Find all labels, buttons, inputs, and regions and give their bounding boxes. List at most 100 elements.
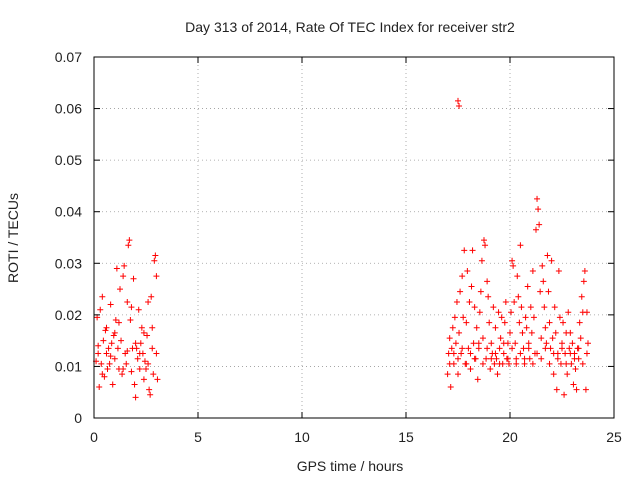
data-point xyxy=(498,314,505,321)
data-point xyxy=(557,360,564,367)
data-point xyxy=(446,360,453,367)
data-point xyxy=(500,350,507,357)
data-point xyxy=(541,304,548,311)
data-point xyxy=(516,319,523,326)
data-point xyxy=(509,257,516,264)
data-point xyxy=(132,340,139,347)
data-point xyxy=(497,335,504,342)
data-point xyxy=(484,278,491,285)
data-point xyxy=(528,329,535,336)
data-point xyxy=(94,314,101,321)
x-tick-label: 5 xyxy=(194,429,202,445)
data-point xyxy=(536,221,543,228)
data-point xyxy=(539,262,546,269)
data-point xyxy=(146,386,153,393)
data-point xyxy=(471,304,478,311)
data-point xyxy=(524,283,531,290)
data-point xyxy=(140,329,147,336)
data-point xyxy=(447,384,454,391)
data-point xyxy=(547,345,554,352)
data-point xyxy=(563,360,570,367)
data-point xyxy=(562,350,569,357)
y-tick-label: 0.02 xyxy=(55,307,82,323)
data-point xyxy=(500,340,507,347)
data-point xyxy=(583,309,590,316)
data-point xyxy=(124,298,131,305)
data-point xyxy=(537,288,544,295)
data-point xyxy=(518,304,525,311)
data-point xyxy=(457,288,464,295)
data-point xyxy=(550,350,557,357)
data-point xyxy=(105,345,112,352)
data-point xyxy=(150,371,157,378)
data-point xyxy=(521,355,528,362)
y-tick-label: 0.05 xyxy=(55,152,82,168)
data-point xyxy=(526,355,533,362)
x-axis-label: GPS time / hours xyxy=(297,458,404,474)
data-point xyxy=(458,350,465,357)
y-tick-label: 0.04 xyxy=(55,204,82,220)
data-point xyxy=(509,345,516,352)
data-point xyxy=(100,337,107,344)
data-point xyxy=(467,350,474,357)
data-point xyxy=(578,293,585,300)
data-point xyxy=(583,350,590,357)
data-point xyxy=(99,293,106,300)
data-point xyxy=(141,358,148,365)
data-point xyxy=(107,301,114,308)
axis-ticks xyxy=(93,56,615,419)
plot-frame xyxy=(93,56,615,419)
data-point xyxy=(542,324,549,331)
data-point xyxy=(517,350,524,357)
data-point xyxy=(110,332,117,339)
data-markers xyxy=(93,97,591,401)
data-point xyxy=(549,335,556,342)
data-point xyxy=(114,345,121,352)
data-point xyxy=(544,252,551,259)
data-point xyxy=(107,353,114,360)
data-point xyxy=(151,257,158,264)
data-point xyxy=(148,293,155,300)
data-point xyxy=(136,366,143,373)
data-point xyxy=(566,345,573,352)
data-point xyxy=(470,340,477,347)
data-point xyxy=(453,298,460,305)
data-point xyxy=(560,319,567,326)
data-point xyxy=(459,273,466,280)
data-point xyxy=(511,298,518,305)
data-point xyxy=(573,386,580,393)
data-point xyxy=(144,332,151,339)
data-point xyxy=(102,327,109,334)
data-point xyxy=(456,329,463,336)
data-point xyxy=(535,206,542,213)
data-point xyxy=(486,319,493,326)
data-point xyxy=(581,268,588,275)
data-point xyxy=(120,273,127,280)
data-point xyxy=(548,257,555,264)
data-point xyxy=(123,360,130,367)
data-point xyxy=(455,97,461,104)
data-point xyxy=(125,242,132,249)
data-point xyxy=(108,340,115,347)
data-point xyxy=(461,247,468,254)
data-point xyxy=(96,384,103,391)
x-tick-label: 15 xyxy=(398,429,414,445)
data-point xyxy=(534,350,541,357)
data-point xyxy=(534,195,541,202)
data-point xyxy=(106,360,113,367)
data-point xyxy=(488,340,495,347)
data-point xyxy=(494,371,501,378)
data-point xyxy=(465,345,472,352)
data-point xyxy=(449,324,456,331)
data-point xyxy=(479,335,486,342)
data-point xyxy=(117,286,123,293)
data-point xyxy=(521,360,528,367)
data-point xyxy=(484,345,491,352)
data-point xyxy=(582,386,589,393)
data-point xyxy=(145,298,152,305)
data-point xyxy=(474,376,481,383)
data-point xyxy=(115,319,122,326)
y-tick-label: 0.03 xyxy=(55,255,82,271)
data-point xyxy=(559,340,565,347)
data-point xyxy=(505,360,512,367)
